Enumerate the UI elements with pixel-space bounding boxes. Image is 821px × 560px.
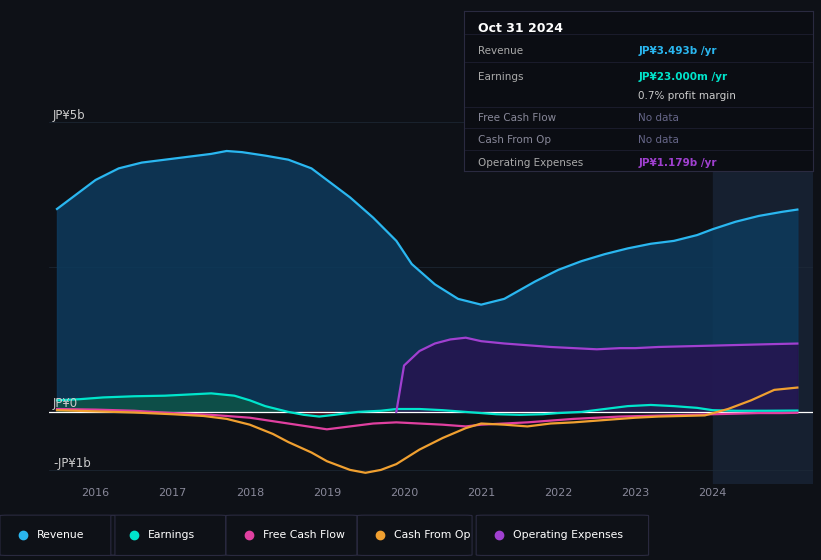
Text: Free Cash Flow: Free Cash Flow xyxy=(263,530,345,540)
Text: JP¥23.000m /yr: JP¥23.000m /yr xyxy=(639,72,727,82)
Text: 2023: 2023 xyxy=(621,488,649,498)
Bar xyxy=(713,76,813,484)
Text: 2016: 2016 xyxy=(81,488,109,498)
Text: 2019: 2019 xyxy=(313,488,341,498)
Text: Cash From Op: Cash From Op xyxy=(478,136,551,146)
Text: 2017: 2017 xyxy=(158,488,187,498)
Text: 2024: 2024 xyxy=(699,488,727,498)
Text: Revenue: Revenue xyxy=(478,46,523,56)
Text: No data: No data xyxy=(639,136,679,146)
Text: Earnings: Earnings xyxy=(478,72,523,82)
Text: Oct 31 2024: Oct 31 2024 xyxy=(478,22,563,35)
Text: Operating Expenses: Operating Expenses xyxy=(513,530,623,540)
Text: Cash From Op: Cash From Op xyxy=(394,530,470,540)
Text: JP¥1.179b /yr: JP¥1.179b /yr xyxy=(639,158,717,168)
Text: JP¥0: JP¥0 xyxy=(53,397,78,410)
Text: 2020: 2020 xyxy=(390,488,418,498)
Text: Earnings: Earnings xyxy=(148,530,195,540)
Text: Operating Expenses: Operating Expenses xyxy=(478,158,583,168)
Text: Revenue: Revenue xyxy=(37,530,85,540)
Text: 2018: 2018 xyxy=(236,488,264,498)
Text: No data: No data xyxy=(639,113,679,123)
Text: JP¥3.493b /yr: JP¥3.493b /yr xyxy=(639,46,717,56)
Text: 0.7% profit margin: 0.7% profit margin xyxy=(639,91,736,101)
Text: 2021: 2021 xyxy=(467,488,495,498)
Text: 2022: 2022 xyxy=(544,488,572,498)
Text: JP¥5b: JP¥5b xyxy=(53,109,85,122)
Text: -JP¥1b: -JP¥1b xyxy=(53,457,91,470)
Text: Free Cash Flow: Free Cash Flow xyxy=(478,113,556,123)
